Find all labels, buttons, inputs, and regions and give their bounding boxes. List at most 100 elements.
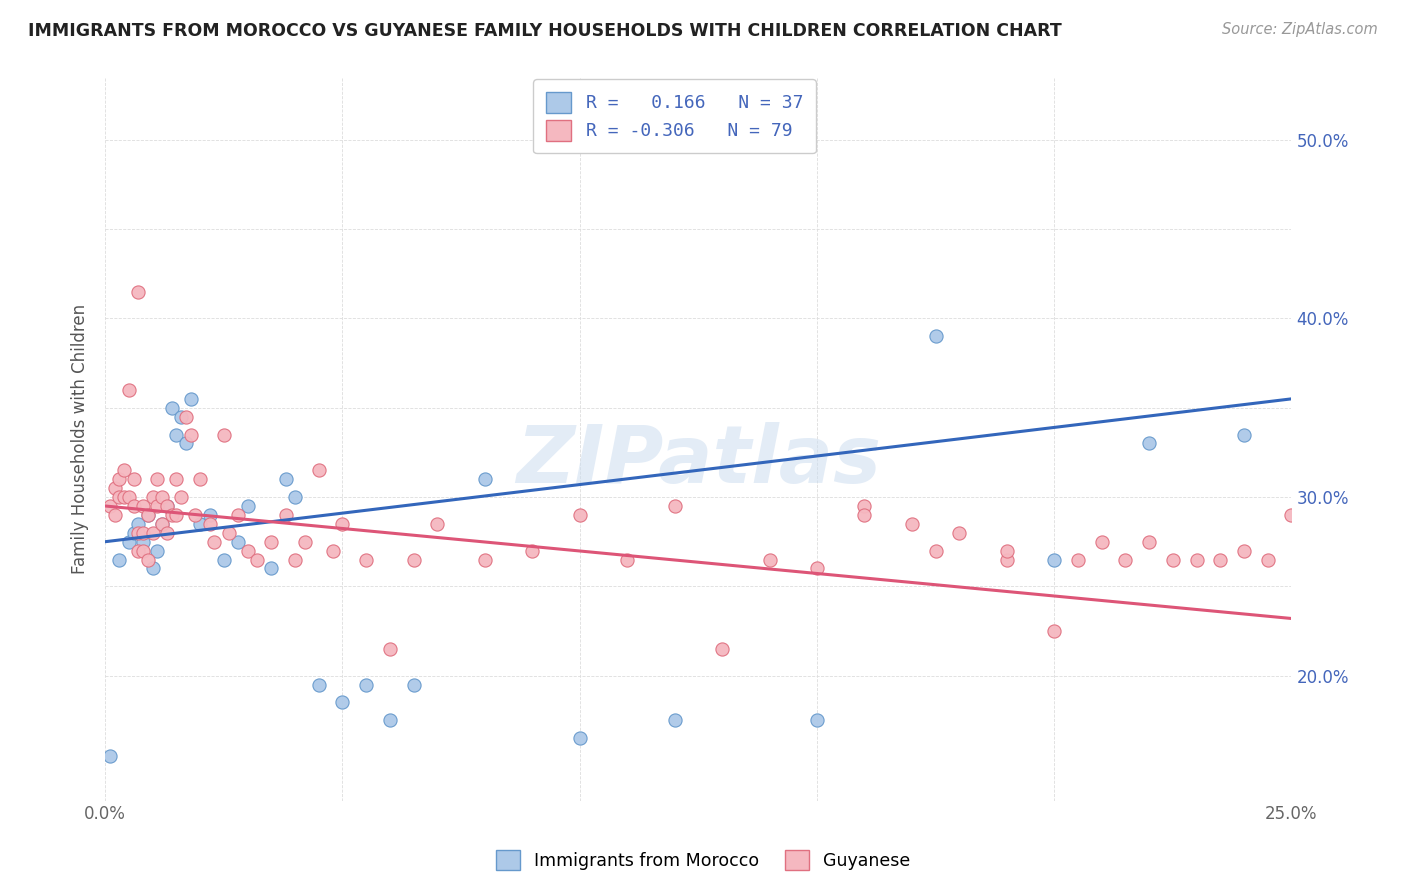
Point bbox=[198, 508, 221, 522]
Point bbox=[274, 508, 297, 522]
Point bbox=[568, 731, 591, 745]
Point bbox=[924, 329, 946, 343]
Point bbox=[402, 552, 425, 566]
Point bbox=[118, 534, 141, 549]
Text: ZIPatlas: ZIPatlas bbox=[516, 422, 880, 500]
Point bbox=[226, 508, 249, 522]
Point bbox=[146, 499, 169, 513]
Point bbox=[98, 499, 121, 513]
Point bbox=[108, 472, 131, 486]
Point bbox=[246, 552, 269, 566]
Point bbox=[354, 552, 377, 566]
Point bbox=[136, 508, 159, 522]
Point bbox=[995, 552, 1018, 566]
Point bbox=[132, 499, 155, 513]
Point bbox=[236, 543, 259, 558]
Point bbox=[127, 525, 149, 540]
Y-axis label: Family Households with Children: Family Households with Children bbox=[72, 304, 89, 574]
Point bbox=[426, 516, 449, 531]
Point bbox=[150, 516, 173, 531]
Point bbox=[664, 713, 686, 727]
Point bbox=[332, 695, 354, 709]
Point bbox=[354, 677, 377, 691]
Point bbox=[104, 481, 127, 495]
Point bbox=[170, 409, 193, 424]
Point bbox=[568, 508, 591, 522]
Point bbox=[127, 516, 149, 531]
Point bbox=[901, 516, 924, 531]
Point bbox=[1209, 552, 1232, 566]
Point bbox=[1257, 552, 1279, 566]
Point bbox=[122, 499, 145, 513]
Point bbox=[150, 490, 173, 504]
Point bbox=[127, 285, 149, 299]
Point bbox=[332, 516, 354, 531]
Point bbox=[132, 543, 155, 558]
Point bbox=[122, 525, 145, 540]
Point bbox=[136, 552, 159, 566]
Point bbox=[402, 677, 425, 691]
Point bbox=[146, 472, 169, 486]
Point bbox=[274, 472, 297, 486]
Point bbox=[165, 427, 187, 442]
Point bbox=[118, 383, 141, 397]
Point bbox=[284, 552, 307, 566]
Point bbox=[294, 534, 316, 549]
Point bbox=[184, 508, 207, 522]
Point bbox=[1185, 552, 1208, 566]
Point bbox=[806, 561, 828, 575]
Point bbox=[758, 552, 780, 566]
Point bbox=[1233, 543, 1256, 558]
Point bbox=[616, 552, 638, 566]
Point bbox=[198, 516, 221, 531]
Point bbox=[188, 516, 211, 531]
Point bbox=[118, 490, 141, 504]
Text: Source: ZipAtlas.com: Source: ZipAtlas.com bbox=[1222, 22, 1378, 37]
Point bbox=[474, 552, 496, 566]
Point bbox=[474, 472, 496, 486]
Point bbox=[853, 508, 876, 522]
Point bbox=[1043, 552, 1066, 566]
Point bbox=[260, 561, 283, 575]
Point bbox=[1067, 552, 1090, 566]
Text: IMMIGRANTS FROM MOROCCO VS GUYANESE FAMILY HOUSEHOLDS WITH CHILDREN CORRELATION : IMMIGRANTS FROM MOROCCO VS GUYANESE FAMI… bbox=[28, 22, 1062, 40]
Point bbox=[160, 508, 183, 522]
Point bbox=[174, 409, 197, 424]
Point bbox=[180, 392, 202, 406]
Legend: Immigrants from Morocco, Guyanese: Immigrants from Morocco, Guyanese bbox=[486, 841, 920, 879]
Point bbox=[522, 543, 544, 558]
Point bbox=[132, 525, 155, 540]
Point bbox=[142, 561, 165, 575]
Point bbox=[322, 543, 344, 558]
Point bbox=[170, 490, 193, 504]
Point bbox=[108, 552, 131, 566]
Point bbox=[212, 427, 235, 442]
Point bbox=[1137, 436, 1160, 450]
Point bbox=[165, 472, 187, 486]
Point bbox=[165, 508, 187, 522]
Point bbox=[1281, 508, 1303, 522]
Point bbox=[156, 499, 179, 513]
Point bbox=[378, 713, 401, 727]
Point bbox=[150, 516, 173, 531]
Point bbox=[853, 499, 876, 513]
Point bbox=[1233, 427, 1256, 442]
Point bbox=[260, 534, 283, 549]
Point bbox=[924, 543, 946, 558]
Point bbox=[308, 677, 330, 691]
Point bbox=[226, 534, 249, 549]
Point bbox=[132, 534, 155, 549]
Point bbox=[156, 499, 179, 513]
Point bbox=[236, 499, 259, 513]
Point bbox=[136, 508, 159, 522]
Point bbox=[212, 552, 235, 566]
Point bbox=[806, 713, 828, 727]
Point bbox=[156, 525, 179, 540]
Point bbox=[1137, 534, 1160, 549]
Point bbox=[948, 525, 970, 540]
Point bbox=[1043, 624, 1066, 638]
Point bbox=[1091, 534, 1114, 549]
Point bbox=[142, 490, 165, 504]
Point bbox=[146, 543, 169, 558]
Point bbox=[98, 749, 121, 764]
